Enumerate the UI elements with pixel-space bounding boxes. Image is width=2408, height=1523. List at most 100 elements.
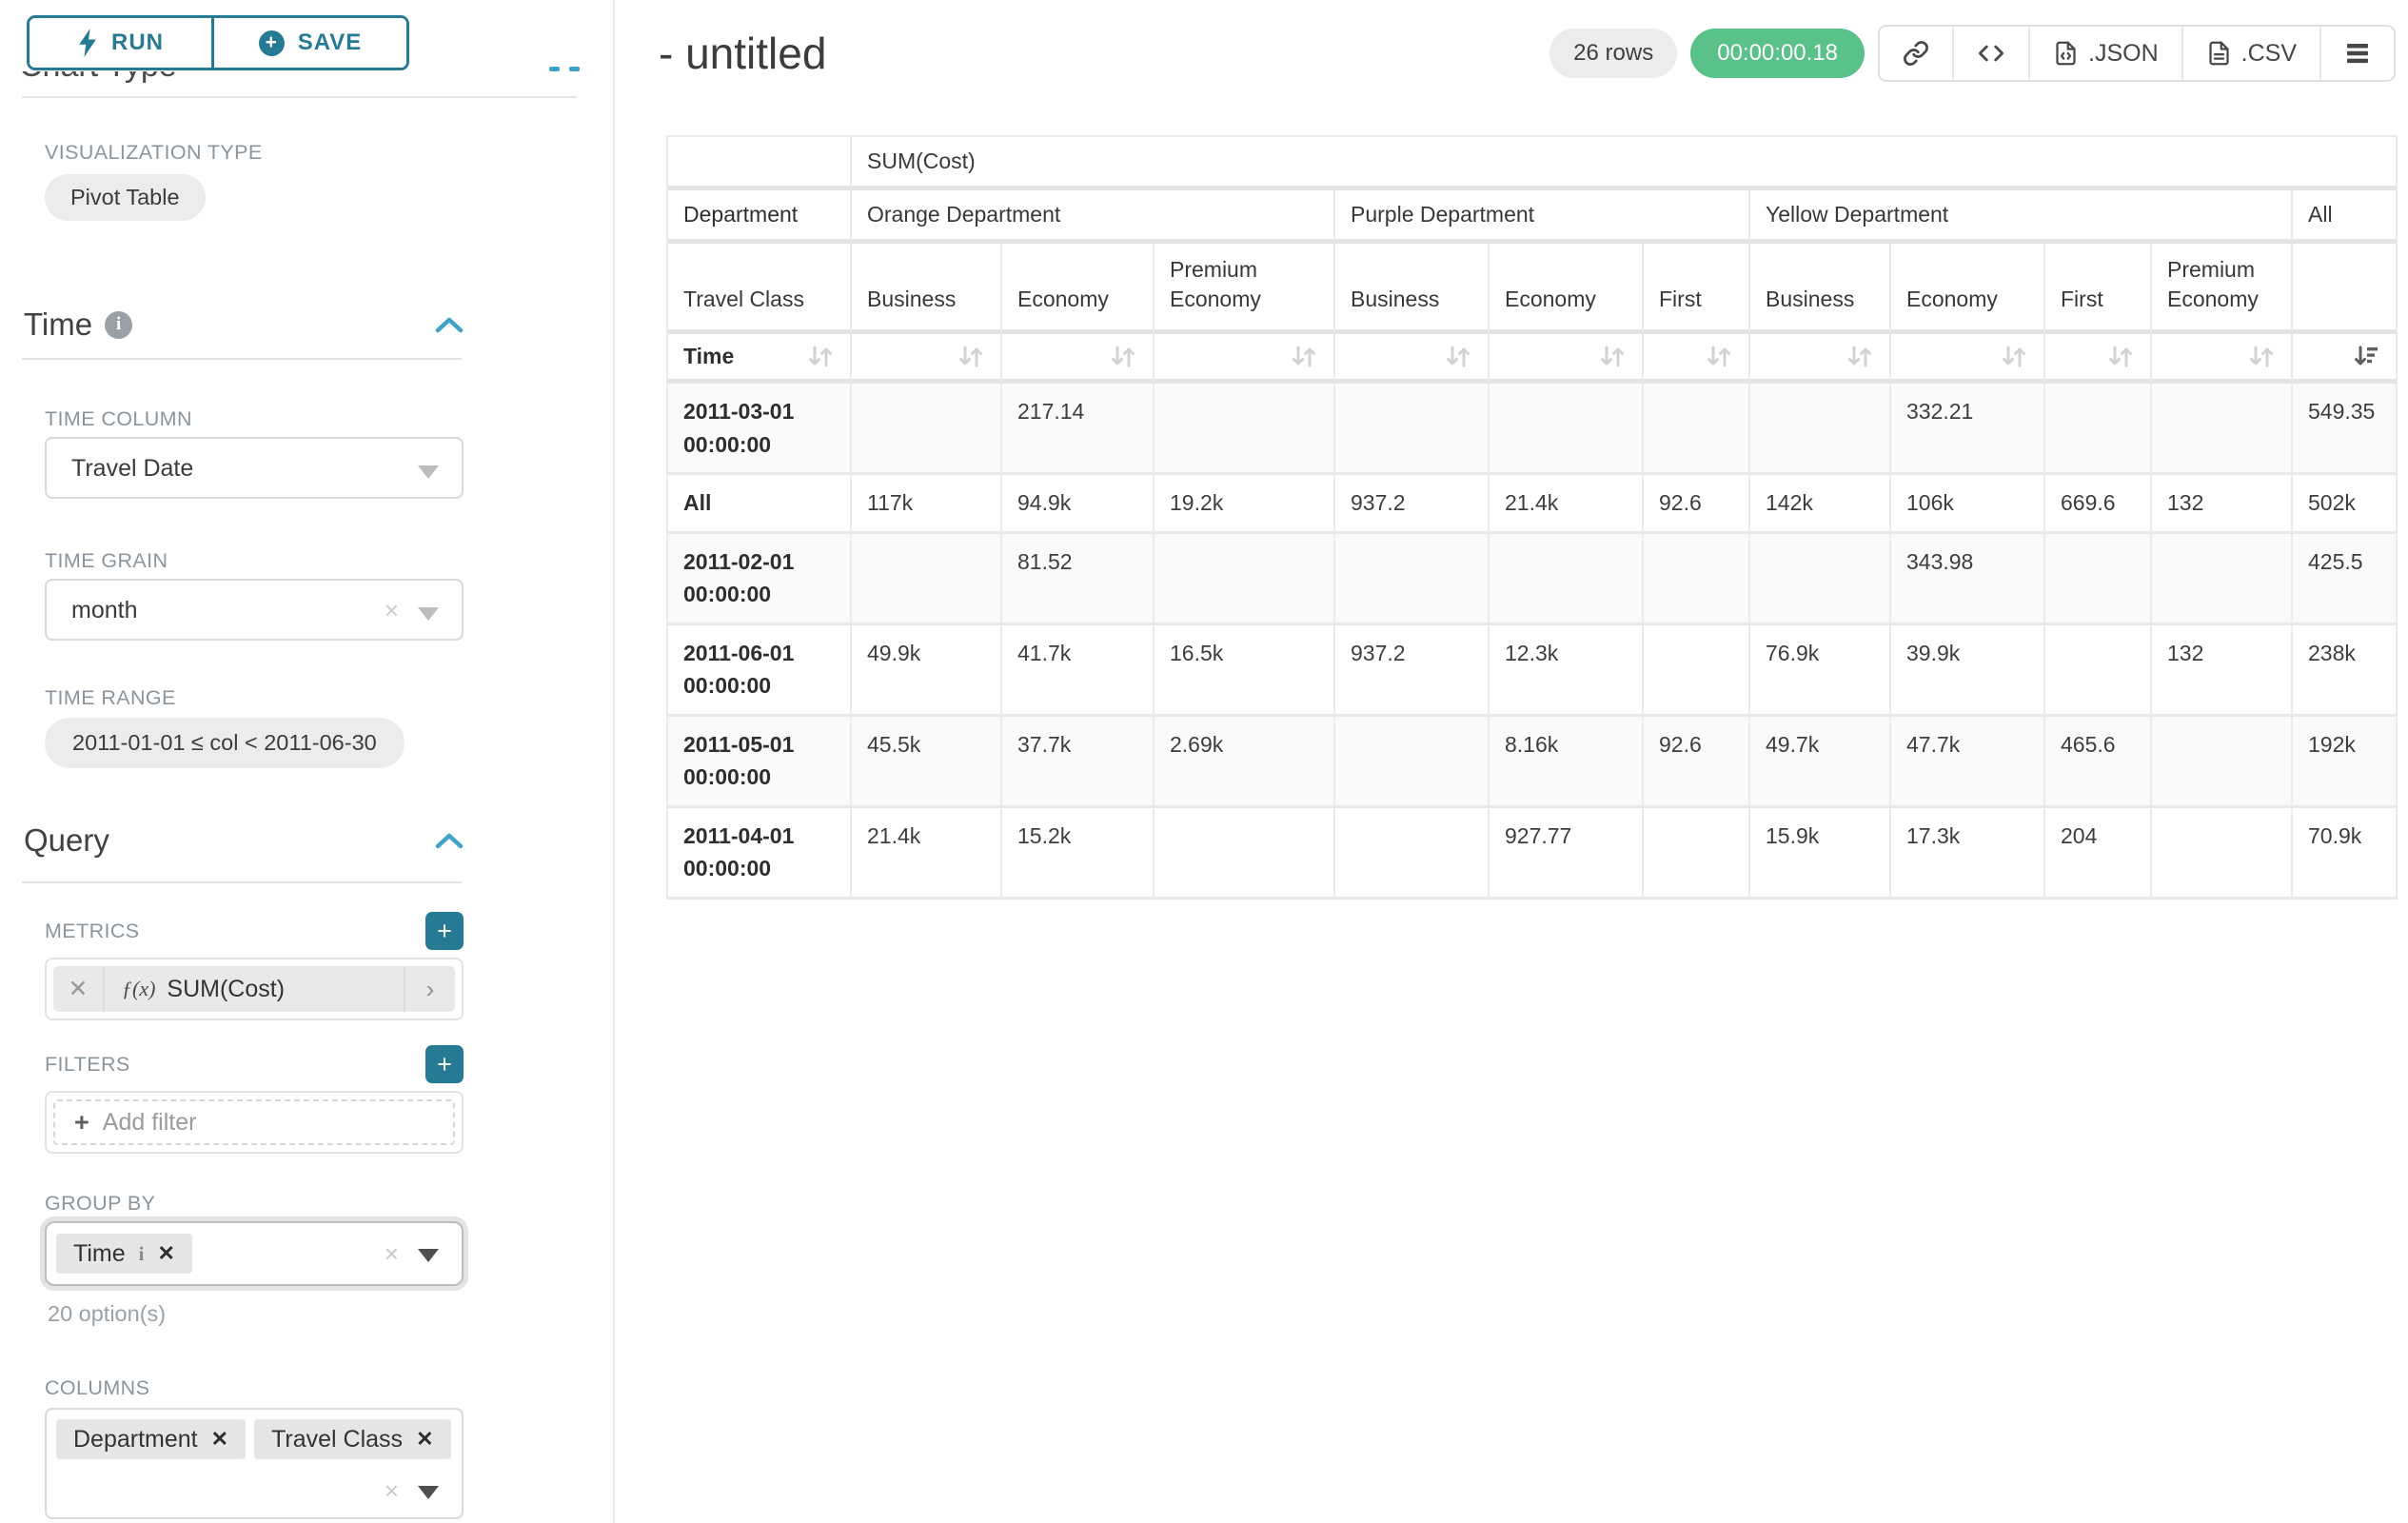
row-label-cell: 2011-04-01 00:00:00	[668, 808, 852, 900]
value-cell	[2045, 534, 2152, 625]
value-cell: 19.2k	[1155, 475, 1335, 534]
value-cell: 937.2	[1335, 625, 1490, 717]
sort-header-cell	[2152, 334, 2293, 384]
clear-icon[interactable]: ×	[385, 1476, 399, 1506]
pivot-table-container: SUM(Cost)DepartmentOrange DepartmentPurp…	[666, 135, 2398, 900]
travel-class-cell: Business	[1335, 244, 1490, 334]
remove-metric-icon[interactable]: ✕	[53, 966, 105, 1012]
travel-class-cell: Business	[852, 244, 1002, 334]
sort-icon[interactable]	[1705, 344, 1733, 369]
corner-cell	[668, 137, 852, 190]
caret-down-icon[interactable]	[418, 607, 439, 621]
department-group-cell: Purple Department	[1335, 190, 1750, 244]
remove-tag-icon[interactable]: ✕	[416, 1429, 433, 1450]
chart-toolbar: .JSON .CSV	[1878, 25, 2396, 82]
value-cell: 465.6	[2045, 717, 2152, 808]
value-cell	[1335, 534, 1490, 625]
export-json-button[interactable]: .JSON	[2030, 27, 2183, 80]
caret-down-icon[interactable]	[418, 1486, 439, 1499]
value-cell	[2152, 534, 2293, 625]
time-column-select[interactable]: Travel Date	[45, 437, 464, 499]
time-column-value: Travel Date	[71, 455, 193, 483]
sort-desc-icon[interactable]	[2352, 344, 2380, 369]
lightning-icon	[77, 29, 98, 57]
clear-icon[interactable]: ×	[385, 1239, 399, 1269]
run-button[interactable]: RUN	[30, 18, 211, 68]
add-filter-dropzone[interactable]: + Add filter	[53, 1099, 455, 1145]
table-row: 2011-04-01 00:00:0021.4k15.2k927.7715.9k…	[668, 808, 2398, 900]
value-cell: 17.3k	[1891, 808, 2045, 900]
value-cell	[852, 384, 1002, 475]
time-dimension-cell: Time	[668, 334, 852, 384]
link-icon	[1903, 40, 1929, 67]
menu-button[interactable]	[2321, 27, 2394, 80]
sort-icon[interactable]	[1109, 344, 1137, 369]
sort-header-cell	[852, 334, 1002, 384]
value-cell: 92.6	[1644, 717, 1750, 808]
add-metric-button[interactable]: +	[425, 912, 464, 950]
tag-label: Time	[73, 1240, 126, 1268]
caret-down-icon[interactable]	[418, 1249, 439, 1262]
clear-icon[interactable]: ×	[385, 596, 399, 625]
department-group-cell: Orange Department	[852, 190, 1335, 244]
columns-tags: Department ✕ Travel Class ✕	[47, 1410, 462, 1469]
travel-class-cell: Premium Economy	[1155, 244, 1335, 334]
value-cell	[1644, 384, 1750, 475]
view-query-button[interactable]	[1954, 27, 2030, 80]
columns-select[interactable]: Department ✕ Travel Class ✕ ×	[45, 1408, 464, 1519]
visualization-type-label: VISUALIZATION TYPE	[45, 141, 613, 165]
value-cell: 92.6	[1644, 475, 1750, 534]
sort-icon[interactable]	[1598, 344, 1627, 369]
export-csv-button[interactable]: .CSV	[2183, 27, 2321, 80]
time-grain-select[interactable]: month ×	[45, 579, 464, 641]
table-row: All117k94.9k19.2k937.221.4k92.6142k106k6…	[668, 475, 2398, 534]
chart-title[interactable]: - untitled	[659, 28, 826, 79]
travel-class-cell: Business	[1750, 244, 1891, 334]
value-cell: 8.16k	[1490, 717, 1644, 808]
value-cell	[1335, 384, 1490, 475]
chevron-up-icon[interactable]	[435, 832, 464, 849]
value-cell	[1335, 717, 1490, 808]
save-button[interactable]: + SAVE	[211, 18, 406, 68]
add-filter-placeholder: Add filter	[103, 1109, 197, 1137]
row-count-badge: 26 rows	[1549, 29, 1677, 78]
sort-icon[interactable]	[1290, 344, 1318, 369]
department-header-row: DepartmentOrange DepartmentPurple Depart…	[668, 190, 2398, 244]
sort-header-cell	[2293, 334, 2398, 384]
sort-icon[interactable]	[806, 344, 835, 369]
sort-icon[interactable]	[2247, 344, 2276, 369]
group-by-options-hint: 20 option(s)	[48, 1301, 613, 1327]
sort-icon[interactable]	[957, 344, 985, 369]
remove-tag-icon[interactable]: ✕	[211, 1429, 228, 1450]
query-section-title: Query	[24, 822, 109, 859]
value-cell	[1155, 534, 1335, 625]
sort-header-cell	[1750, 334, 1891, 384]
sort-icon[interactable]	[1845, 344, 1874, 369]
metric-pill[interactable]: ✕ ƒ(x) SUM(Cost) ›	[53, 966, 455, 1012]
chevron-up-icon[interactable]	[435, 316, 464, 333]
share-link-button[interactable]	[1880, 27, 1954, 80]
value-cell: 343.98	[1891, 534, 2045, 625]
remove-tag-icon[interactable]: ✕	[157, 1243, 174, 1264]
divider	[22, 358, 462, 360]
value-cell: 37.7k	[1002, 717, 1155, 808]
chevron-right-icon[interactable]: ›	[404, 966, 455, 1012]
menu-icon	[2344, 41, 2371, 66]
sort-header-cell	[1155, 334, 1335, 384]
sort-icon[interactable]	[2000, 344, 2028, 369]
caret-down-icon[interactable]	[418, 465, 439, 479]
value-cell: 142k	[1750, 475, 1891, 534]
group-by-select[interactable]: Time i ✕ ×	[45, 1221, 464, 1286]
columns-tag: Travel Class ✕	[254, 1419, 450, 1459]
department-dimension-cell: Department	[668, 190, 852, 244]
add-filter-button[interactable]: +	[425, 1045, 464, 1083]
value-cell	[2152, 717, 2293, 808]
value-cell: 132	[2152, 625, 2293, 717]
group-by-tag: Time i ✕	[56, 1234, 192, 1274]
time-range-pill[interactable]: 2011-01-01 ≤ col < 2011-06-30	[45, 718, 405, 768]
sort-icon[interactable]	[1444, 344, 1472, 369]
sort-header-cell	[1891, 334, 2045, 384]
sort-header-cell	[1335, 334, 1490, 384]
sort-icon[interactable]	[2106, 344, 2135, 369]
value-cell: 21.4k	[1490, 475, 1644, 534]
